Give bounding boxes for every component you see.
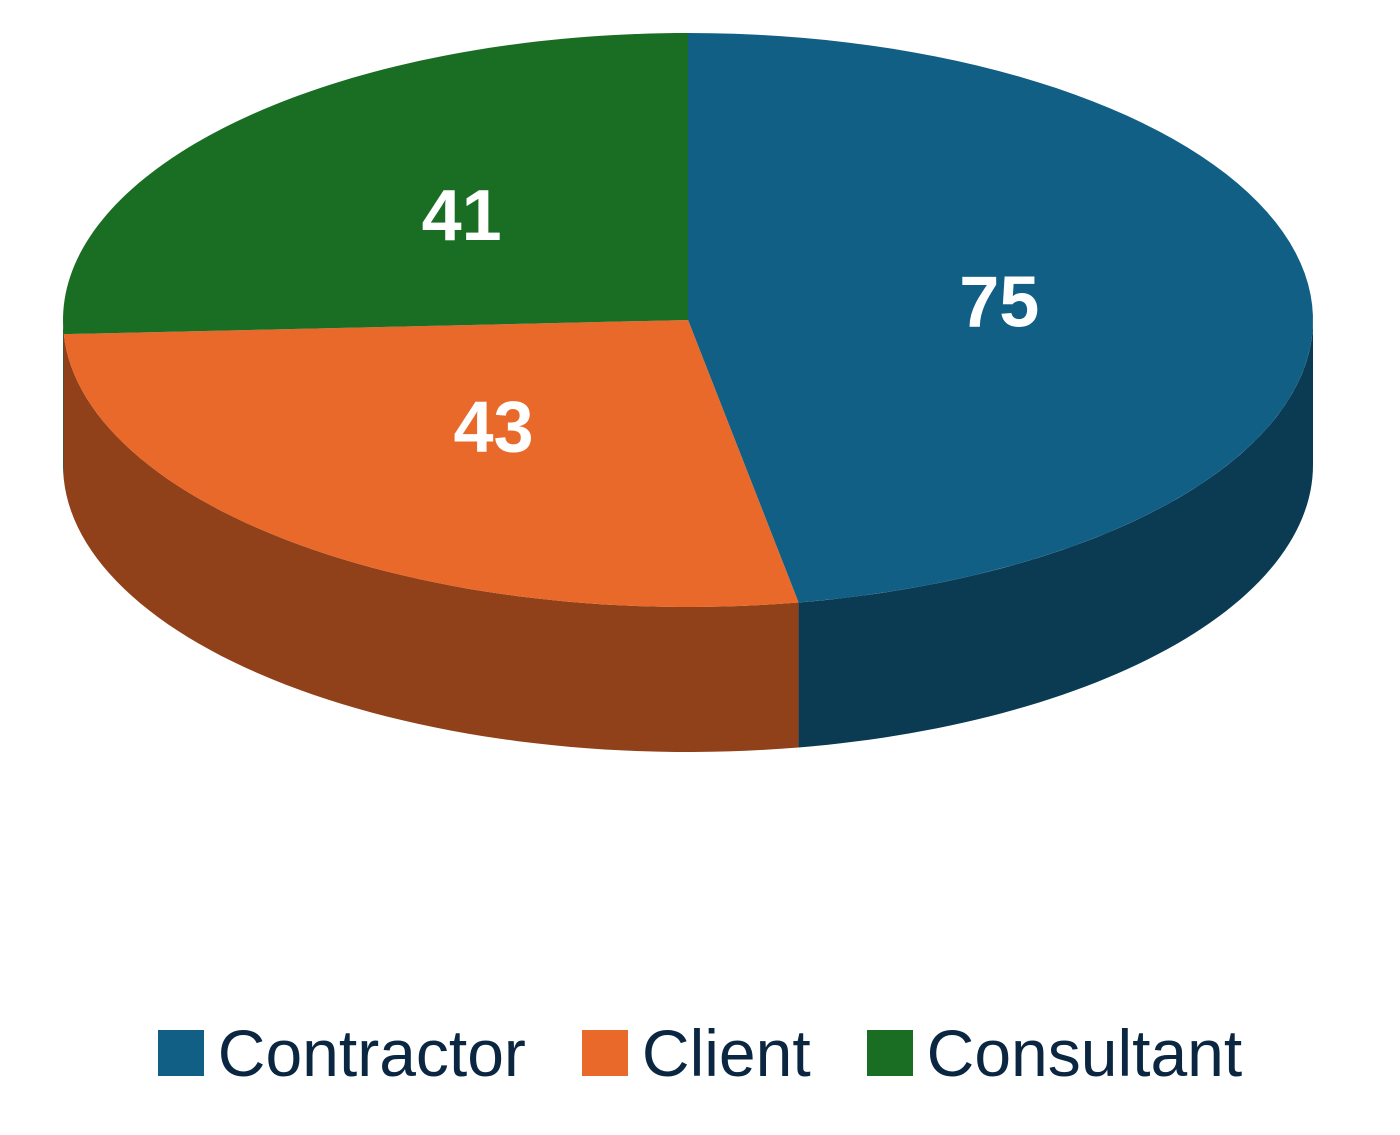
value-label: 43 — [453, 387, 533, 467]
slice — [63, 320, 799, 607]
slice — [688, 33, 1313, 603]
legend-swatch — [581, 1030, 628, 1076]
slice — [63, 33, 688, 335]
legend-item: Contractor — [157, 1015, 526, 1091]
chart: 75 43 41 — [63, 33, 1313, 752]
legend-item: Client — [581, 1015, 811, 1091]
legend-label: Contractor — [217, 1016, 526, 1090]
legend: Contractor Client Consultant — [0, 1015, 1400, 1091]
legend-label: Consultant — [926, 1016, 1243, 1090]
slice-side — [63, 334, 799, 752]
legend-label: Client — [641, 1016, 811, 1090]
slice-side — [798, 320, 1313, 748]
legend-swatch — [157, 1030, 204, 1076]
legend-swatch — [866, 1030, 913, 1076]
value-label: 41 — [422, 176, 502, 256]
value-label: 75 — [959, 262, 1039, 342]
slice-side — [63, 320, 64, 480]
legend-item: Consultant — [866, 1015, 1243, 1091]
